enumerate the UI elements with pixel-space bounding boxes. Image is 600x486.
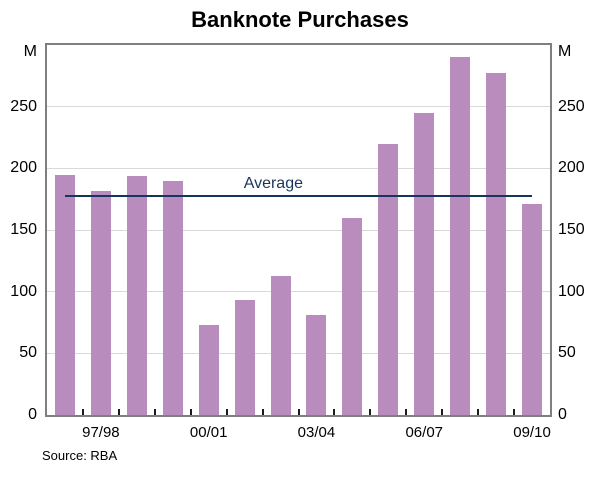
- average-label: Average: [243, 175, 303, 193]
- gridline-150: [47, 229, 550, 231]
- x-axis-tick: [405, 409, 408, 415]
- bar-99/00: [162, 180, 183, 415]
- source-note: Source: RBA: [42, 448, 118, 463]
- y-axis-label-left-150: 150: [10, 221, 37, 238]
- x-axis-tick: [297, 409, 300, 415]
- plot-area: Average: [45, 43, 552, 417]
- y-axis-label-left-100: 100: [10, 282, 37, 300]
- x-axis-label-00/01: 00/01: [189, 424, 228, 441]
- x-axis-tick: [81, 409, 84, 415]
- y-axis-label-left-50: 50: [19, 344, 37, 362]
- y-axis-unit-right: M: [558, 43, 572, 60]
- y-axis-label-right-100: 100: [558, 282, 585, 300]
- x-axis-label-09/10: 09/10: [513, 424, 551, 441]
- x-axis-tick: [513, 409, 516, 415]
- average-line: [64, 195, 533, 198]
- x-axis-label-97/98: 97/98: [82, 424, 120, 441]
- gridline-50: [47, 352, 550, 354]
- y-axis-label-left-0: 0: [28, 406, 37, 423]
- bar-01/02: [234, 300, 255, 415]
- bar-04/05: [342, 217, 363, 415]
- bar-08/09: [486, 73, 507, 415]
- x-axis-tick: [117, 409, 120, 415]
- x-axis-tick: [225, 409, 228, 415]
- x-axis-tick: [477, 409, 480, 415]
- bar-02/03: [270, 275, 291, 415]
- y-axis-unit-left: M: [23, 43, 37, 60]
- bar-09/10: [522, 204, 543, 415]
- y-axis-label-left-200: 200: [10, 159, 37, 177]
- x-axis-tick: [261, 409, 264, 415]
- bar-07/08: [450, 57, 471, 415]
- bar-98/99: [126, 175, 147, 415]
- x-axis-label-06/07: 06/07: [405, 424, 444, 441]
- y-axis-label-right-200: 200: [558, 159, 585, 177]
- gridline-200: [47, 167, 550, 169]
- bar-97/98: [90, 190, 111, 415]
- x-axis-tick: [441, 409, 444, 415]
- y-axis-labels-left: 0 50 100 150 200 250: [0, 45, 37, 423]
- x-axis-labels: 97/98 00/01 03/04 06/07 09/10: [47, 424, 551, 442]
- x-axis-label-03/04: 03/04: [297, 424, 336, 441]
- y-axis-label-left-250: 250: [10, 97, 37, 115]
- gridline-100: [47, 291, 550, 293]
- y-axis-labels-right: 0 50 100 150 200 250: [558, 45, 600, 423]
- y-axis-label-right-150: 150: [558, 221, 585, 238]
- gridline-250: [47, 106, 550, 108]
- x-axis-tick: [333, 409, 336, 415]
- chart-title: Banknote Purchases: [191, 7, 409, 32]
- bar-96/97: [54, 174, 75, 415]
- bar-00/01: [198, 324, 219, 415]
- y-axis-label-right-0: 0: [558, 406, 567, 423]
- bar-03/04: [306, 315, 327, 415]
- x-axis-tick: [369, 409, 372, 415]
- y-axis-label-right-50: 50: [558, 344, 576, 362]
- x-axis-tick: [153, 409, 156, 415]
- y-axis-label-right-250: 250: [558, 97, 585, 115]
- x-axis-tick: [189, 409, 192, 415]
- bar-05/06: [378, 143, 399, 415]
- bar-06/07: [414, 112, 435, 415]
